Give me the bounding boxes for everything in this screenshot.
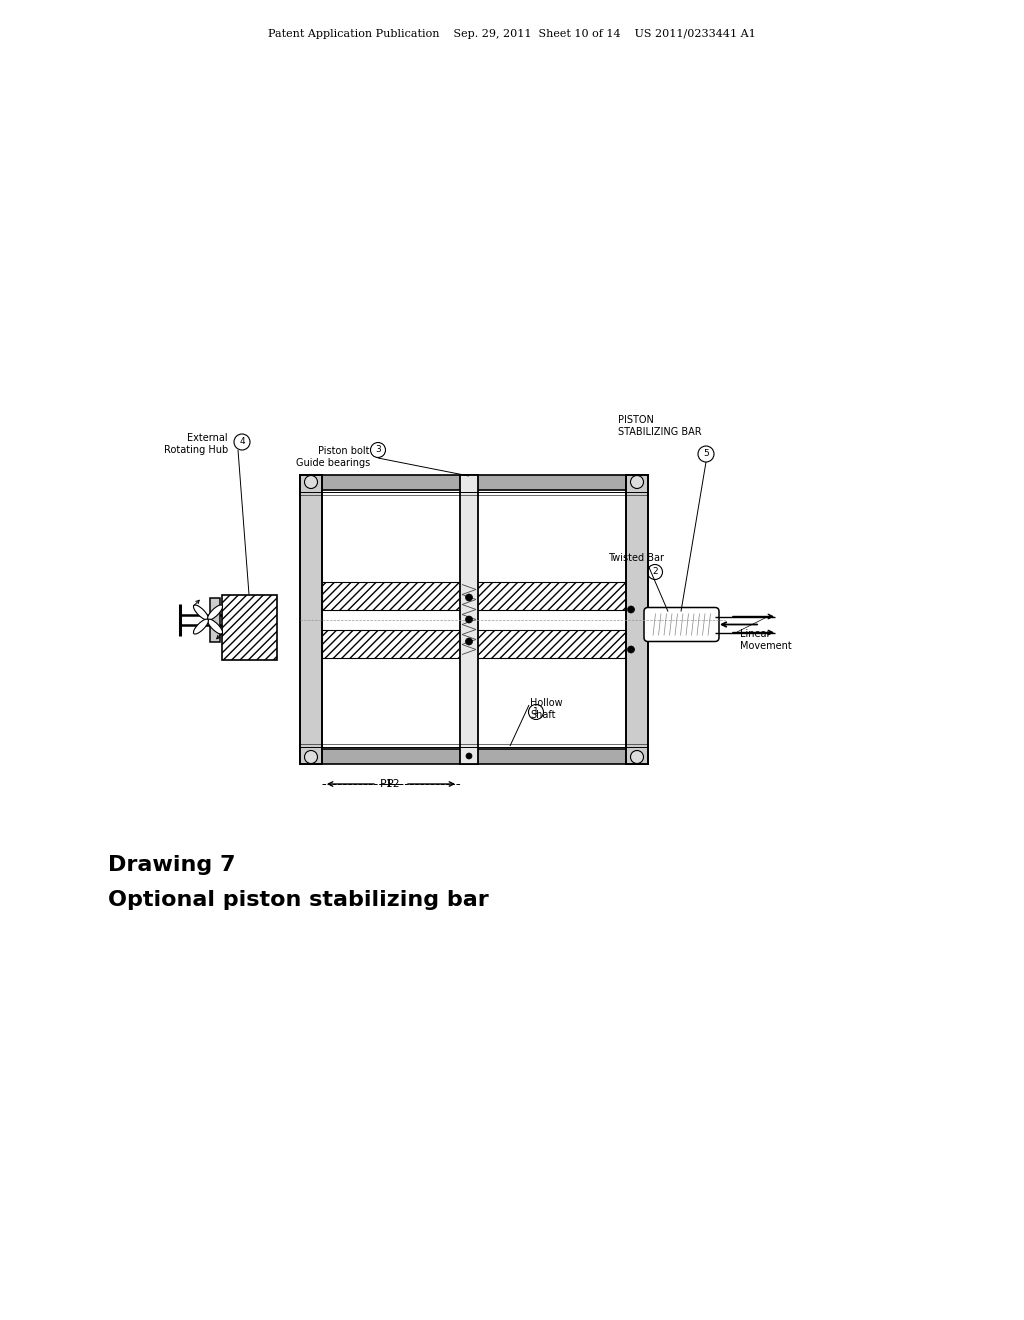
Circle shape [466, 616, 472, 623]
Text: P1: P1 [380, 779, 393, 789]
Text: Linear
Movement: Linear Movement [740, 630, 792, 651]
Text: Hollow
Shaft: Hollow Shaft [530, 698, 562, 719]
Bar [300, 748, 648, 764]
Text: Patent Application Publication    Sep. 29, 2011  Sheet 10 of 14    US 2011/02334: Patent Application Publication Sep. 29, … [268, 29, 756, 40]
Circle shape [628, 606, 635, 612]
Text: Drawing 7: Drawing 7 [108, 855, 236, 875]
Circle shape [304, 475, 317, 488]
Circle shape [304, 751, 317, 763]
Text: PISTON
STABILIZING BAR: PISTON STABILIZING BAR [618, 416, 701, 437]
Text: 5: 5 [703, 450, 709, 458]
Bar [626, 475, 648, 764]
Ellipse shape [208, 605, 222, 620]
Bar [222, 594, 278, 660]
Ellipse shape [194, 619, 209, 634]
Text: 2: 2 [652, 568, 657, 577]
Circle shape [631, 475, 643, 488]
Text: 4: 4 [240, 437, 245, 446]
FancyBboxPatch shape [644, 607, 719, 642]
Text: 1: 1 [534, 708, 539, 717]
Bar [300, 475, 322, 764]
Circle shape [466, 594, 472, 601]
Circle shape [466, 752, 472, 759]
Circle shape [631, 751, 643, 763]
Text: Piston bolt
Guide bearings: Piston bolt Guide bearings [296, 446, 370, 469]
Bar [210, 598, 220, 642]
Text: 3: 3 [375, 446, 381, 454]
Circle shape [466, 638, 472, 645]
Text: External
Rotating Hub: External Rotating Hub [164, 433, 228, 455]
Text: Optional piston stabilizing bar: Optional piston stabilizing bar [108, 890, 488, 909]
Text: Twisted Bar: Twisted Bar [608, 553, 664, 564]
Ellipse shape [208, 619, 222, 634]
Bar [322, 582, 626, 610]
Bar [460, 475, 478, 764]
Text: P2: P2 [386, 779, 400, 789]
Ellipse shape [194, 605, 209, 620]
Bar [300, 475, 648, 490]
Bar [322, 630, 626, 657]
Circle shape [628, 645, 635, 653]
